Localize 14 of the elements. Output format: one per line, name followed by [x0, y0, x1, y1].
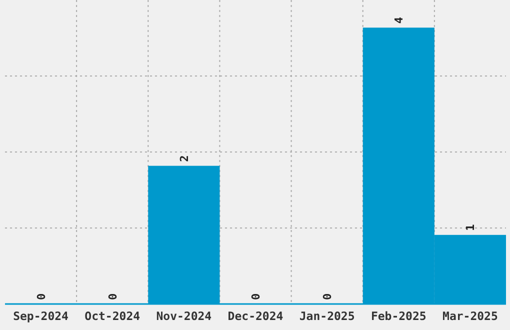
- data-label: 4: [392, 16, 406, 24]
- data-label: 0: [321, 293, 334, 300]
- x-tick-label: Feb-2025: [370, 309, 426, 323]
- x-tick-label: Jan-2025: [299, 309, 355, 323]
- data-label: 0: [250, 293, 262, 300]
- x-tick-label: Nov-2024: [156, 309, 212, 323]
- data-label: 2: [178, 155, 191, 162]
- x-tick-label: Oct-2024: [84, 309, 140, 323]
- x-tick-label: Dec-2024: [228, 309, 284, 323]
- data-label: 0: [34, 293, 48, 300]
- data-label: 1: [464, 224, 478, 231]
- x-tick-label: Mar-2025: [442, 309, 498, 323]
- x-tick-label: Sep-2024: [13, 309, 69, 323]
- data-label: 0: [106, 293, 120, 300]
